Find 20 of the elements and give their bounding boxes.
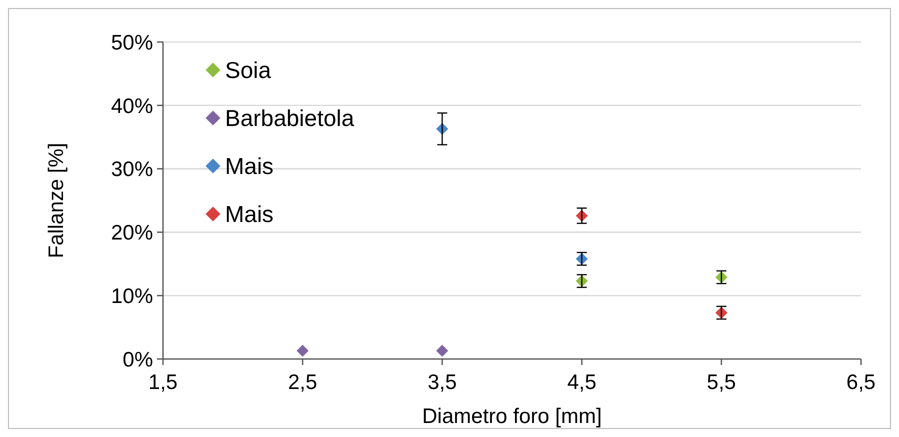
y-axis-title: Fallanze [%] (45, 142, 68, 258)
y-tick-label: 50% (110, 31, 153, 54)
point (296, 344, 309, 357)
x-tick-label: 3,5 (428, 371, 457, 394)
legend-label: Barbabietola (225, 105, 354, 132)
x-tick-label: 2,5 (288, 371, 318, 394)
y-tick-label: 40% (110, 94, 153, 118)
point (436, 344, 448, 357)
legend-label: Mais (225, 201, 274, 228)
y-tick-label: 10% (110, 284, 153, 308)
legend-label: Mais (225, 153, 274, 180)
x-tick-label: 5,5 (706, 371, 736, 394)
y-tick-label: 0% (122, 348, 153, 372)
legend-label: Soia (225, 57, 272, 84)
x-tick-label: 4,5 (567, 371, 596, 394)
y-tick-label: 30% (110, 158, 153, 182)
x-axis-title: Diametro foro [mm] (422, 405, 602, 428)
x-tick-label: 1,5 (148, 371, 178, 394)
x-tick-label: 6,5 (846, 371, 876, 394)
y-tick-label: 20% (110, 222, 153, 245)
